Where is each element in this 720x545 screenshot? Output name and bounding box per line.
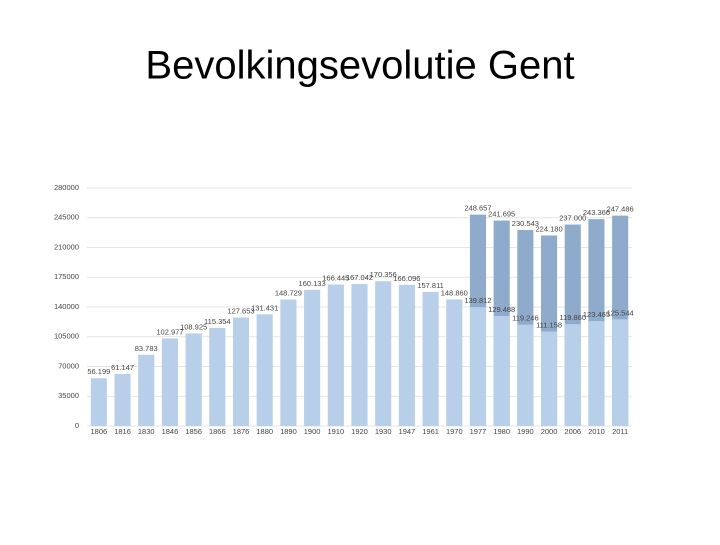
x-tick-label: 1930: [375, 427, 392, 436]
value-label: 61.147: [111, 363, 134, 372]
value-label: 166.445: [322, 274, 349, 283]
bar: [517, 324, 534, 426]
bar: [564, 324, 581, 426]
value-label: 166.096: [393, 274, 420, 283]
value-label: 160.133: [299, 279, 326, 288]
bar: [398, 284, 415, 426]
bar: [351, 284, 368, 426]
x-tick-label: 1880: [256, 427, 273, 436]
value-label: 248.657: [464, 204, 491, 213]
x-tick-label: 1876: [233, 427, 250, 436]
x-tick-label: 1846: [162, 427, 179, 436]
value-label: 125.544: [607, 308, 634, 317]
y-tick-label: 140000: [54, 302, 79, 311]
value-label: 148.729: [275, 289, 302, 298]
x-tick-label: 1816: [114, 427, 131, 436]
bar: [138, 354, 155, 426]
bar: [114, 374, 131, 426]
x-tick-label: 1910: [327, 427, 344, 436]
x-tick-label: 2011: [612, 427, 628, 436]
y-tick-label: 105000: [54, 332, 79, 341]
y-tick-label: 280000: [54, 183, 79, 192]
bar: [256, 314, 273, 426]
y-tick-label: 0: [75, 421, 79, 430]
x-tick-label: 1977: [470, 427, 487, 436]
value-label: 148.860: [441, 288, 468, 297]
value-label: 167.042: [346, 273, 373, 282]
x-tick-label: 1947: [399, 427, 416, 436]
y-tick-label: 35000: [58, 391, 79, 400]
value-label: 119.860: [559, 313, 586, 322]
bar: [90, 378, 107, 426]
value-label: 243.366: [583, 208, 610, 217]
x-tick-label: 1980: [493, 427, 510, 436]
bar: [161, 338, 178, 426]
value-label: 56.199: [87, 367, 110, 376]
value-label: 129.488: [488, 305, 515, 314]
value-label: 127.653: [227, 306, 254, 315]
bar: [375, 281, 392, 426]
y-tick-label: 245000: [54, 213, 79, 222]
bar: [469, 307, 487, 426]
bar: [304, 289, 321, 426]
y-tick-label: 70000: [58, 361, 79, 370]
bar: [541, 331, 558, 426]
y-tick-label: 210000: [54, 242, 79, 251]
x-tick-label: 1990: [517, 427, 534, 436]
value-label: 131.431: [251, 303, 278, 312]
bar: [327, 284, 344, 426]
bar: [446, 299, 463, 426]
x-tick-label: 1961: [422, 427, 439, 436]
value-label: 108.925: [180, 322, 207, 331]
value-label: 237.000: [559, 214, 586, 223]
value-label: 139.812: [464, 296, 491, 305]
y-tick-label: 175000: [54, 272, 79, 281]
value-label: 102.977: [156, 327, 183, 336]
value-label: 170.356: [370, 270, 397, 279]
x-tick-label: 2010: [588, 427, 605, 436]
x-tick-label: 2000: [541, 427, 558, 436]
bar: [422, 291, 439, 426]
value-label: 224.180: [536, 224, 563, 233]
bar: [185, 333, 202, 426]
bar: [612, 319, 629, 426]
x-tick-label: 1890: [280, 427, 297, 436]
bar: [493, 315, 510, 426]
value-label: 111.158: [536, 321, 562, 330]
value-label: 241.695: [488, 210, 515, 219]
bar: [588, 321, 605, 426]
bar: [232, 317, 250, 426]
value-label: 83.783: [135, 344, 158, 353]
x-tick-label: 1900: [304, 427, 321, 436]
x-tick-label: 1920: [351, 427, 368, 436]
value-label: 247.486: [607, 205, 634, 214]
value-label: 157.811: [417, 281, 444, 290]
value-label: 119.246: [512, 314, 539, 323]
value-label: 230.543: [512, 219, 539, 228]
x-tick-label: 1866: [209, 427, 226, 436]
chart-title: Bevolkingsevolutie Gent: [145, 44, 574, 88]
x-tick-label: 2006: [564, 427, 581, 436]
value-label: 115.354: [204, 317, 231, 326]
bar: [209, 327, 226, 426]
value-label: 123.465: [583, 310, 610, 319]
x-tick-label: 1856: [185, 427, 202, 436]
x-tick-label: 1806: [91, 427, 108, 436]
x-tick-label: 1970: [446, 427, 463, 436]
x-tick-label: 1830: [138, 427, 155, 436]
bar: [280, 299, 297, 426]
